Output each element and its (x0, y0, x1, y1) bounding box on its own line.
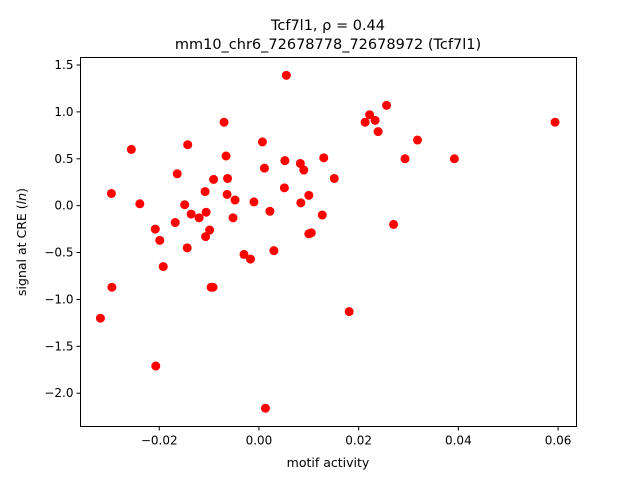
chart-title-line1: Tcf7l1, ρ = 0.44 (270, 18, 385, 34)
data-point (329, 173, 339, 183)
y-tick-label: −1.5 (44, 339, 73, 353)
data-point (201, 232, 211, 242)
data-point (95, 313, 105, 323)
data-point (373, 127, 383, 137)
data-point (126, 144, 136, 154)
data-point (107, 282, 117, 292)
data-point (304, 190, 314, 200)
data-point (170, 218, 180, 228)
plot-frame (80, 57, 577, 427)
data-point (155, 235, 165, 245)
y-tick-label: 0.0 (54, 199, 73, 213)
data-point (400, 154, 410, 164)
data-point (249, 197, 259, 207)
y-axis-label-unit: ln (14, 193, 29, 204)
data-point (317, 210, 327, 220)
data-point (265, 206, 275, 216)
data-point (151, 361, 161, 371)
data-point (319, 153, 329, 163)
y-tick-label: −0.5 (44, 246, 73, 260)
data-point (222, 189, 232, 199)
data-point (360, 117, 370, 127)
data-point (344, 307, 354, 317)
y-tick-label: 0.5 (54, 152, 73, 166)
data-point (412, 135, 422, 145)
data-point (106, 188, 116, 198)
y-axis-label: signal at CRE (ln) (14, 188, 29, 296)
data-point (449, 154, 459, 164)
data-point (219, 117, 229, 127)
y-axis-ticks: −2.0 −1.5 −1.0 −0.5 0.0 0.5 1.0 1.5 (44, 58, 81, 400)
data-point (208, 282, 218, 292)
data-point (296, 198, 306, 208)
data-point (228, 213, 238, 223)
y-tick-label: 1.5 (54, 58, 73, 72)
data-point (183, 140, 193, 150)
data-point (223, 173, 233, 183)
data-point (205, 225, 215, 235)
data-point (230, 195, 240, 205)
data-point (279, 183, 289, 193)
data-point (158, 262, 168, 272)
y-tick-label: 1.0 (54, 105, 73, 119)
data-point (201, 207, 211, 217)
data-point (186, 209, 196, 219)
data-point (257, 137, 267, 147)
data-point (280, 156, 290, 166)
data-point (382, 100, 392, 110)
chart-subtitle: mm10_chr6_72678778_72678972 (Tcf7l1) (175, 37, 481, 53)
data-point (365, 110, 375, 120)
data-point (260, 403, 270, 413)
data-point (180, 200, 190, 210)
data-point (135, 199, 145, 209)
x-tick-label: 0.06 (545, 434, 572, 448)
x-axis-ticks: −0.02 0.00 0.02 0.04 0.06 (141, 426, 572, 448)
data-point (281, 70, 291, 80)
x-tick-label: 0.04 (445, 434, 472, 448)
data-point (550, 117, 560, 127)
y-tick-label: −2.0 (44, 386, 73, 400)
x-tick-label: 0.02 (345, 434, 372, 448)
data-point (172, 169, 182, 179)
y-axis-label-main: signal at CRE ( (14, 204, 29, 296)
chart-title: Tcf7l1, ρ = 0.44 (270, 18, 385, 34)
data-point (259, 163, 269, 173)
x-tick-label: 0.00 (246, 434, 273, 448)
data-point (306, 228, 316, 238)
x-tick-label: −0.02 (141, 434, 178, 448)
data-point (269, 246, 279, 256)
data-point (209, 174, 219, 184)
data-point (299, 165, 309, 175)
data-point (182, 243, 192, 253)
data-point (221, 151, 231, 161)
data-point (389, 219, 399, 229)
data-point (239, 249, 249, 259)
data-point (150, 224, 160, 234)
y-axis-label-close: ) (14, 188, 29, 193)
data-point (370, 115, 380, 125)
chart-title-line2: mm10_chr6_72678778_72678972 (Tcf7l1) (175, 37, 481, 53)
data-point (245, 254, 255, 264)
data-point (200, 187, 210, 197)
data-points (95, 70, 560, 413)
x-axis-label: motif activity (287, 455, 370, 470)
y-tick-label: −1.0 (44, 292, 73, 306)
data-point (194, 213, 204, 223)
